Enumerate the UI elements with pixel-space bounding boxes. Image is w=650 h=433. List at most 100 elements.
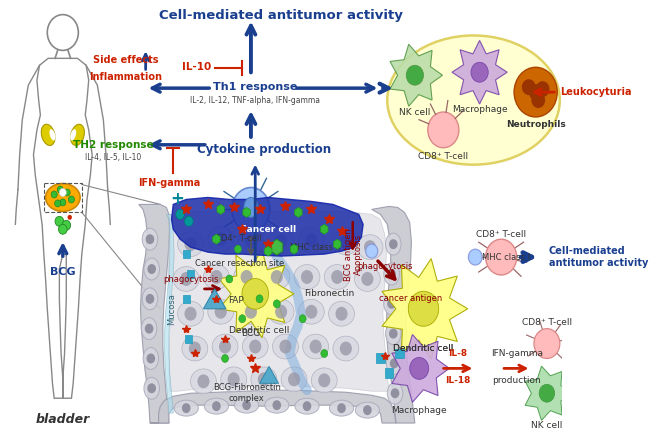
Circle shape — [363, 405, 372, 415]
Circle shape — [331, 270, 343, 284]
Ellipse shape — [333, 336, 359, 361]
Circle shape — [288, 372, 300, 386]
Text: Apoptosis: Apoptosis — [354, 233, 363, 275]
Ellipse shape — [324, 265, 350, 289]
Circle shape — [274, 300, 280, 308]
Text: NK cell: NK cell — [531, 421, 562, 430]
Circle shape — [226, 275, 233, 283]
Text: Mucosa: Mucosa — [167, 293, 176, 325]
Circle shape — [176, 210, 185, 220]
Ellipse shape — [356, 402, 380, 418]
Circle shape — [212, 401, 221, 411]
Text: Neutrophils: Neutrophils — [506, 120, 566, 129]
Circle shape — [335, 307, 348, 321]
Ellipse shape — [174, 400, 198, 416]
Ellipse shape — [235, 397, 259, 413]
Ellipse shape — [294, 265, 320, 289]
Text: NK cell: NK cell — [399, 108, 430, 117]
Circle shape — [390, 359, 398, 368]
Text: Dendritic cell: Dendritic cell — [393, 343, 454, 352]
Circle shape — [55, 200, 60, 207]
Circle shape — [214, 305, 227, 319]
Circle shape — [222, 355, 229, 362]
Circle shape — [185, 237, 196, 251]
Text: phagocytosis: phagocytosis — [162, 275, 218, 284]
Circle shape — [522, 79, 536, 95]
Text: Th1 response: Th1 response — [213, 82, 298, 92]
Ellipse shape — [144, 258, 159, 280]
Ellipse shape — [221, 367, 246, 392]
Text: cancer antigen: cancer antigen — [379, 294, 442, 303]
Circle shape — [148, 383, 156, 393]
Text: IL-8: IL-8 — [448, 349, 467, 359]
Polygon shape — [259, 366, 279, 383]
Text: Fibronectin: Fibronectin — [304, 289, 355, 298]
Polygon shape — [372, 207, 415, 423]
Circle shape — [55, 216, 64, 226]
Circle shape — [57, 186, 63, 193]
Circle shape — [408, 291, 439, 326]
Circle shape — [514, 67, 557, 117]
Text: bladder: bladder — [36, 413, 90, 426]
FancyBboxPatch shape — [187, 270, 194, 278]
Ellipse shape — [182, 336, 208, 361]
Ellipse shape — [244, 197, 258, 217]
Polygon shape — [168, 210, 389, 391]
Text: Leukocyturia: Leukocyturia — [560, 87, 631, 97]
Ellipse shape — [298, 299, 324, 324]
Circle shape — [219, 339, 231, 353]
Ellipse shape — [303, 334, 329, 359]
Circle shape — [188, 342, 201, 355]
Circle shape — [182, 403, 190, 413]
Ellipse shape — [298, 228, 324, 252]
Text: MHC class II: MHC class II — [290, 242, 341, 252]
Ellipse shape — [330, 400, 354, 416]
Circle shape — [258, 372, 270, 386]
Circle shape — [68, 196, 75, 203]
Ellipse shape — [357, 235, 383, 259]
Circle shape — [245, 234, 257, 248]
Circle shape — [321, 349, 328, 358]
Text: +: + — [171, 191, 185, 208]
Circle shape — [235, 245, 241, 253]
Ellipse shape — [251, 367, 277, 392]
Ellipse shape — [144, 377, 159, 399]
Text: TH2 response: TH2 response — [73, 140, 153, 150]
Circle shape — [59, 188, 66, 197]
Polygon shape — [172, 197, 363, 256]
Text: CD8⁺ T-cell: CD8⁺ T-cell — [419, 152, 469, 161]
Circle shape — [146, 353, 155, 363]
Circle shape — [58, 224, 67, 234]
Ellipse shape — [141, 318, 157, 339]
Circle shape — [364, 240, 376, 254]
Text: BCG: BCG — [241, 329, 261, 338]
Circle shape — [391, 388, 399, 398]
Text: CD4⁺ T-cell: CD4⁺ T-cell — [214, 234, 261, 243]
Circle shape — [406, 65, 424, 85]
Circle shape — [389, 239, 398, 249]
Circle shape — [211, 270, 222, 284]
Circle shape — [249, 339, 261, 353]
Ellipse shape — [208, 299, 233, 324]
Ellipse shape — [387, 36, 560, 165]
Ellipse shape — [177, 232, 203, 257]
Circle shape — [280, 339, 291, 353]
FancyBboxPatch shape — [185, 335, 192, 343]
Circle shape — [185, 216, 193, 226]
Ellipse shape — [333, 230, 359, 255]
Text: Macrophage: Macrophage — [452, 105, 508, 114]
Polygon shape — [390, 44, 443, 106]
Polygon shape — [164, 214, 174, 413]
Circle shape — [486, 239, 517, 275]
Ellipse shape — [174, 267, 199, 291]
Ellipse shape — [281, 367, 307, 392]
Circle shape — [148, 264, 156, 274]
Text: IL-4, IL-5, IL-10: IL-4, IL-5, IL-10 — [84, 153, 141, 162]
Circle shape — [180, 272, 192, 286]
Text: Cell-mediated
antitumor activity: Cell-mediated antitumor activity — [549, 246, 648, 268]
Text: IL-10: IL-10 — [182, 62, 211, 72]
Text: Cancer resection site: Cancer resection site — [195, 259, 284, 268]
Ellipse shape — [143, 348, 159, 369]
Circle shape — [68, 215, 72, 220]
Circle shape — [214, 232, 227, 246]
